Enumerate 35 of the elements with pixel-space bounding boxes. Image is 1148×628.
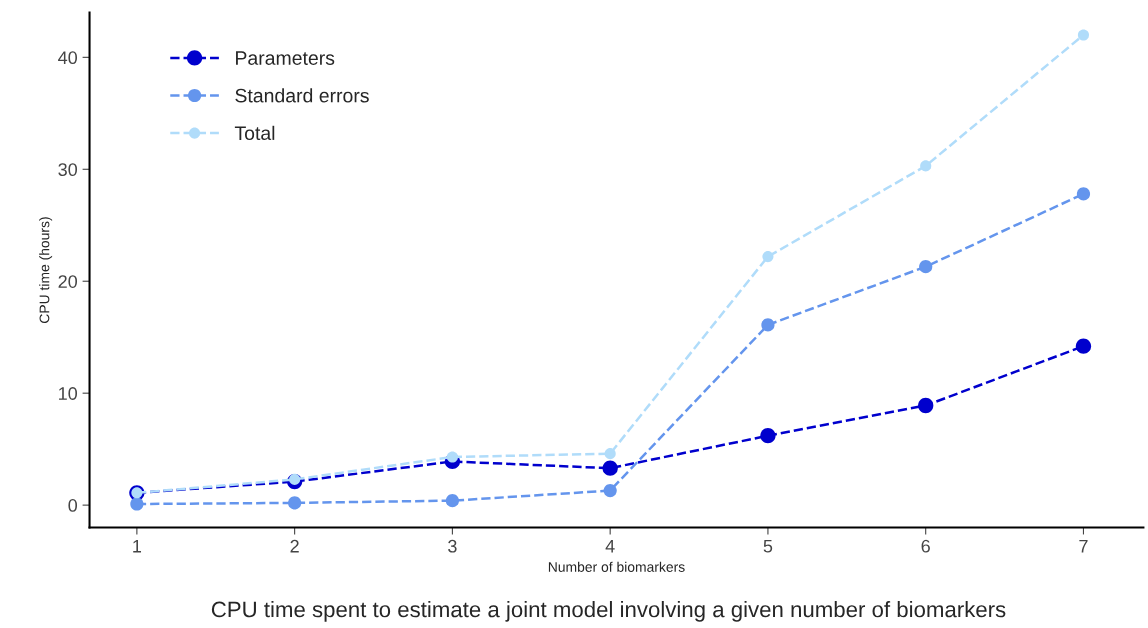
- legend-label: Total: [234, 125, 275, 141]
- y-tick-label: 20: [58, 275, 78, 288]
- y-tick-label: 10: [59, 387, 78, 400]
- point: [1076, 187, 1091, 201]
- y-axis-title: CPU time (hours): [39, 217, 53, 323]
- point: [920, 160, 932, 172]
- point: [603, 483, 617, 498]
- x-tick-label: 2: [290, 539, 299, 553]
- point: [762, 251, 774, 263]
- point: [760, 428, 776, 444]
- x-tick-label: 1: [133, 539, 142, 553]
- text: CPU time spent to estimate a joint model involving a given number of biomarkers: [211, 601, 1006, 622]
- point: [445, 494, 459, 508]
- point: [289, 473, 301, 485]
- point: [1075, 338, 1092, 354]
- legend-label: Standard errors: [235, 88, 369, 103]
- x-tick-label: 5: [763, 539, 773, 553]
- point: [1077, 29, 1090, 41]
- point: [761, 318, 775, 332]
- x-tick-label: 3: [448, 539, 457, 553]
- legend-label: Parameters: [236, 51, 335, 65]
- point: [604, 448, 616, 460]
- point: [288, 496, 302, 510]
- point: [919, 260, 933, 274]
- point: [918, 397, 934, 414]
- x-tick-label: 4: [605, 539, 615, 553]
- x-axis-title: Number of biomarkers: [548, 561, 685, 572]
- point: [602, 460, 618, 476]
- y-tick-label: 30: [58, 163, 78, 177]
- point: [446, 451, 458, 463]
- x-tick-label: 6: [921, 539, 930, 553]
- x-tick-label: 7: [1079, 539, 1088, 553]
- point: [130, 497, 144, 511]
- y-tick-label: 0: [68, 499, 78, 512]
- y-tick-label: 40: [58, 51, 78, 65]
